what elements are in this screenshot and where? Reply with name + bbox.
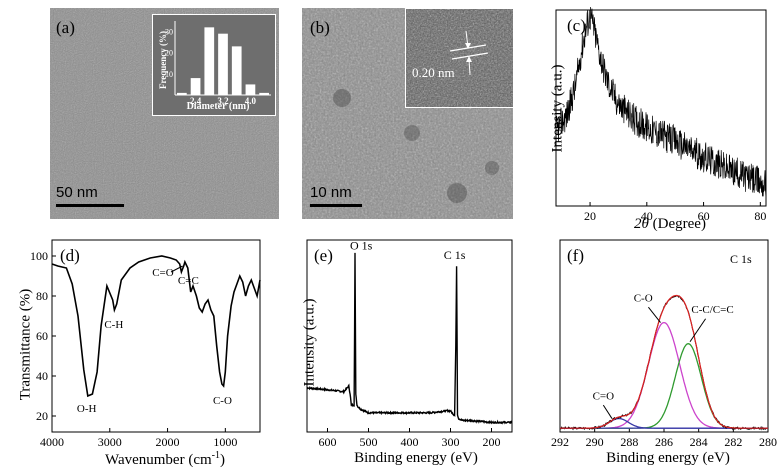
c1s-x-tick-label: 290 — [586, 435, 604, 449]
survey-x-tick-label: 600 — [319, 435, 337, 449]
xrd-frame — [555, 9, 767, 207]
ftir-annot-cc: C=C — [178, 275, 199, 287]
hist-ytick-label: 10 — [165, 70, 173, 79]
c1s-peak-c-double-o — [560, 417, 768, 429]
ftir-ylabel: Transmittance (%) — [17, 288, 34, 401]
hist-bar — [245, 84, 256, 95]
hist-bar — [218, 33, 228, 95]
c1s-frame — [559, 239, 769, 433]
c1s-x-tick-label: 288 — [620, 435, 638, 449]
xrd-xlabel: 2θ (Degree) — [634, 216, 706, 232]
survey-x-tick-label: 200 — [483, 435, 501, 449]
ftir-xlabel: Wavenumber (cm-1) — [80, 450, 250, 469]
c1s-x-tick-label: 286 — [655, 435, 673, 449]
lattice-spacing-label: 0.20 nm — [412, 65, 455, 80]
survey-annot-o1s: O 1s — [350, 239, 373, 253]
survey-x-tick-label: 500 — [360, 435, 378, 449]
ftir-y-ytick-label: 80 — [36, 289, 48, 303]
inset-histogram: 10 20 30 2.4 3.2 4.0 Frequency (%) Diameter (… — [152, 14, 276, 116]
hist-ytick-label: 20 — [165, 49, 173, 58]
c1s-annot-co-arrow — [648, 306, 661, 323]
panel-f-label: (f) — [567, 246, 584, 265]
survey-annot-c1s: C 1s — [444, 248, 466, 262]
ftir-xlabel-text: Wavenumber (cm — [104, 452, 212, 468]
xrd-x-tick-label: 60 — [698, 209, 710, 223]
ftir-y-ytick-label: 20 — [36, 409, 48, 423]
survey-x-tick-label: 400 — [401, 435, 419, 449]
inset-hrtem-svg — [406, 9, 513, 107]
scale-bar-a — [56, 204, 124, 207]
xrd-ylabel: Intensity (a.u.) — [549, 64, 566, 153]
panel-b-tem-image: (b) 0.20 nm 10 nm — [302, 8, 513, 219]
scale-bar-a-label: 50 nm — [56, 184, 98, 201]
ftir-annot-co-double: C=O — [152, 267, 174, 279]
xrd-x-tick-label: 80 — [754, 209, 766, 223]
panel-d-label: (d) — [60, 246, 80, 265]
ftir-xlabel-end: ) — [220, 452, 225, 468]
ftir-y-ytick-label: 100 — [30, 249, 48, 263]
c1s-x-tick-label: 280 — [759, 435, 777, 449]
ftir-y-ytick-label: 60 — [36, 329, 48, 343]
ftir-x-tick-label: 3000 — [98, 435, 122, 449]
survey-x-tick-label: 300 — [442, 435, 460, 449]
c1s-annot-c-double-o: C=O — [593, 390, 615, 402]
c1s-annot-cc: C-C/C=C — [691, 304, 733, 316]
ftir-annot-co: C-O — [213, 395, 232, 407]
histogram-svg: 10 20 30 2.4 3.2 4.0 — [165, 21, 271, 106]
hist-xtick-label: 4.0 — [245, 96, 257, 106]
hist-bar — [204, 27, 215, 95]
panel-e-label: (e) — [314, 246, 333, 265]
inset-xlabel: Diameter (nm) — [186, 101, 250, 112]
c1s-x-tick-label: 292 — [551, 435, 569, 449]
c1s-x-tick-label: 282 — [724, 435, 742, 449]
ftir-xlabel-sup: -1 — [211, 450, 220, 461]
c1s-envelope-line — [560, 294, 768, 429]
hist-bar — [231, 46, 242, 95]
c1s-peak-cc — [560, 343, 768, 429]
hist-bar — [259, 92, 269, 95]
ftir-series-line — [51, 255, 261, 398]
c1s-title: C 1s — [730, 252, 752, 266]
xrd-x-tick-label: 40 — [641, 209, 653, 223]
panel-c-label: (c) — [567, 16, 586, 35]
survey-ylabel: Intensity (a.u.) — [301, 298, 318, 387]
survey-frame — [306, 239, 513, 433]
ftir-annot-arrow — [170, 265, 183, 273]
scale-bar-b — [310, 204, 362, 207]
panel-a-label: (a) — [56, 18, 75, 37]
c1s-annot-cc-arrow — [689, 318, 707, 343]
hist-xtick-label: 3.2 — [217, 96, 229, 106]
ftir-annot-oh: O-H — [77, 403, 97, 415]
ftir-x-tick-label: 1000 — [213, 435, 237, 449]
c1s-xlabel: Binding energy (eV) — [606, 450, 730, 466]
hist-bar — [190, 78, 201, 95]
ftir-annot-ch: C-H — [104, 319, 123, 331]
survey-series-line — [306, 252, 513, 425]
survey-xlabel: Binding energy (eV) — [354, 450, 478, 466]
hist-xtick-label: 2.4 — [190, 96, 202, 106]
ftir-x-tick-label: 2000 — [156, 435, 180, 449]
c1s-x-tick-label: 284 — [690, 435, 708, 449]
ftir-x-tick-label: 4000 — [40, 435, 64, 449]
panel-a-tem-image: (a) 10 20 30 2.4 3.2 4.0 Frequency (%) Diamet… — [50, 8, 279, 219]
c1s-annot-c-double-o-arrow — [602, 404, 613, 419]
panel-b-label: (b) — [310, 18, 330, 37]
c1s-raw-line — [559, 295, 769, 431]
inset-hrtem: 0.20 nm — [405, 8, 513, 108]
c1s-annot-co: C-O — [634, 292, 653, 304]
xrd-series-line — [555, 6, 767, 199]
xrd-x-tick-label: 20 — [584, 209, 596, 223]
ftir-y-ytick-label: 40 — [36, 369, 48, 383]
hist-bar — [177, 92, 187, 95]
hist-ytick-label: 30 — [165, 28, 173, 37]
scale-bar-b-label: 10 nm — [310, 184, 352, 201]
